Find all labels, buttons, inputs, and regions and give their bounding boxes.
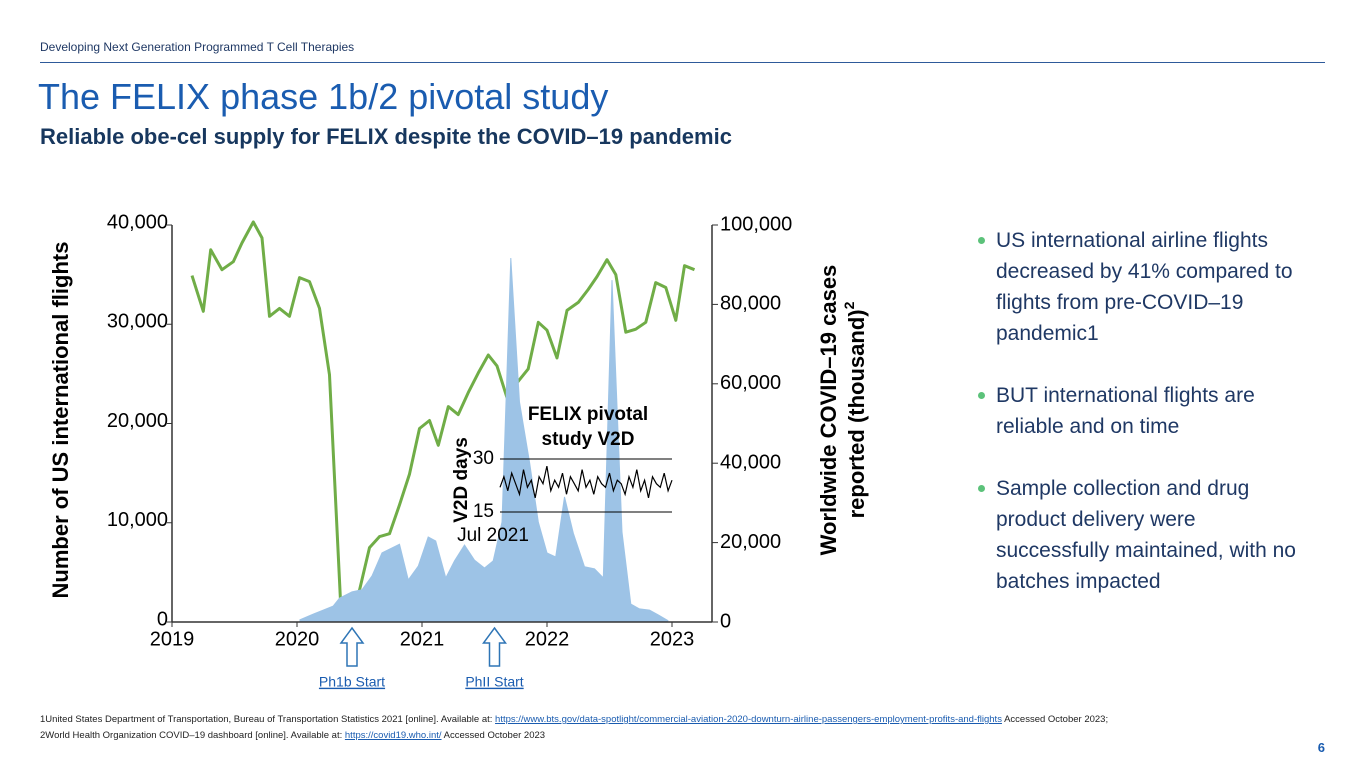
y-axis-title: Number of US international flights — [48, 242, 73, 599]
line — [190, 220, 696, 607]
title: The FELIX phase 1b/2 pivotal study — [38, 76, 609, 117]
footnote: 2World Health Organization COVID–19 dash… — [40, 728, 1108, 744]
footnote-text: 1United States Department of Transportat… — [40, 714, 496, 725]
subtitle: Reliable obe-cel supply for FELIX despit… — [40, 124, 732, 149]
y2-tick-label: 20,000 — [720, 531, 781, 553]
y-tick-label: 20,000 — [107, 410, 168, 432]
inset-x-label: Jul 2021 — [457, 525, 529, 546]
header-rule — [40, 62, 1325, 63]
header: Developing Next Generation Programmed T … — [40, 40, 355, 54]
footnote-after: Accessed October 2023; — [1001, 714, 1109, 725]
footnote-link[interactable]: https://covid19.who.int/ — [344, 730, 442, 741]
inset-y-title: V2D days — [451, 437, 472, 523]
bullet: BUT international flights are reliable a… — [976, 380, 1306, 442]
y2-axis-title: Worldwide COVID–19 cases — [816, 265, 841, 556]
x-tick-label: 2023 — [650, 628, 695, 650]
footnote-after: Accessed October 2023 — [441, 730, 546, 741]
inset-line — [499, 465, 673, 499]
footnotes: 1United States Department of Transportat… — [40, 712, 1108, 744]
x-tick-label: 2020 — [275, 628, 320, 650]
x-tick-label: 2022 — [525, 628, 570, 650]
footnote-link[interactable]: https://www.bts.gov/data-spotlight/comme… — [495, 714, 1002, 725]
inset-tick-label: 30 — [473, 448, 494, 469]
bullet: US international airline flights decreas… — [976, 225, 1306, 349]
y2-tick-label: 100,000 — [720, 213, 792, 235]
y2-tick-label: 40,000 — [720, 451, 781, 473]
footnote: 1United States Department of Transportat… — [40, 712, 1108, 728]
bullet: Sample collection and drug product deliv… — [976, 473, 1306, 597]
area-line — [299, 257, 669, 622]
y2-tick-label: 60,000 — [720, 372, 781, 394]
bullet-list: US international airline flights decreas… — [976, 225, 1306, 628]
inset-tick-label: 15 — [473, 501, 494, 522]
annotation: Ph1b Start — [319, 674, 385, 690]
x-tick-label: 2021 — [400, 628, 445, 650]
y-tick-label: 40,000 — [107, 211, 168, 233]
footnote-text: 2World Health Organization COVID–19 dash… — [40, 730, 345, 741]
y-tick-label: 0 — [157, 608, 168, 630]
y-tick-label: 30,000 — [107, 311, 168, 333]
arrow — [339, 626, 365, 667]
inset-title: FELIX pivotal — [528, 404, 648, 425]
y2-tick-label: 80,000 — [720, 293, 781, 315]
y-tick-label: 10,000 — [107, 509, 168, 531]
inset-title: study V2D — [542, 429, 635, 450]
y2-tick-label: 0 — [720, 610, 731, 632]
y2-axis-title: reported (thousand)2 — [841, 301, 869, 518]
y2-axis-title-sup: 2 — [841, 301, 857, 309]
arrow — [482, 626, 507, 667]
page-number: 6 — [1317, 740, 1325, 755]
x-tick-label: 2019 — [150, 628, 195, 650]
annotation: PhII Start — [465, 674, 523, 690]
